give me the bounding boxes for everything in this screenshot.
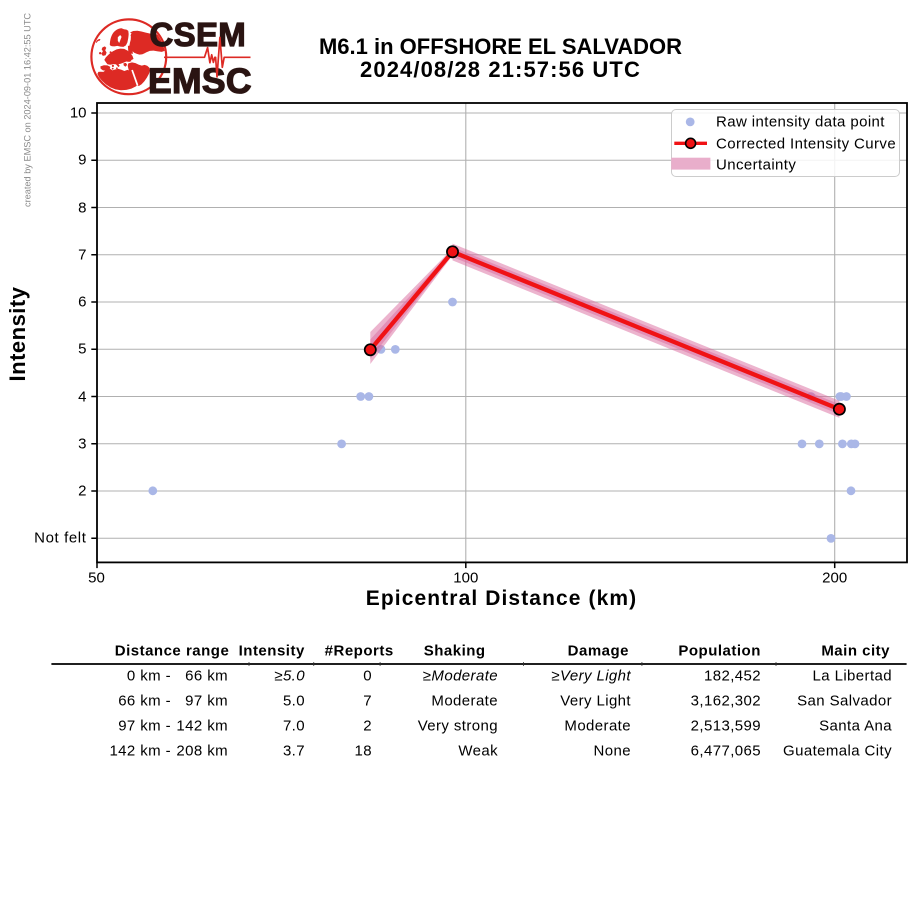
svg-text:EMSC: EMSC bbox=[148, 61, 252, 101]
svg-text:CSEM: CSEM bbox=[150, 16, 247, 53]
svg-text:created by EMSC on 2024-09-01: created by EMSC on 2024-09-01 16:42:55 U… bbox=[23, 13, 33, 207]
